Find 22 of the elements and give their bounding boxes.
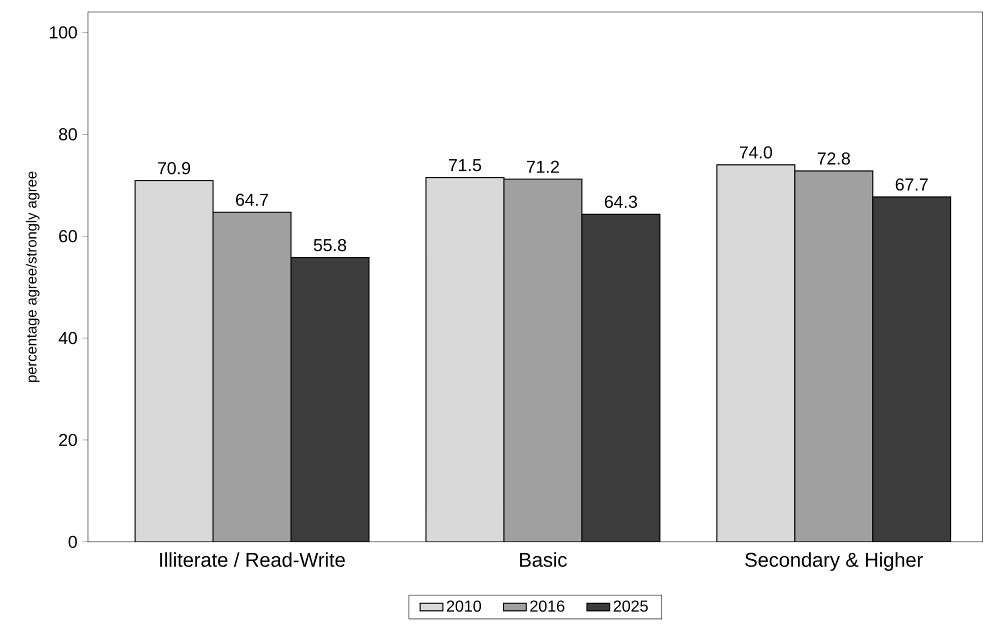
x-tick-label: Secondary & Higher xyxy=(745,552,923,571)
y-tick-label: 60 xyxy=(59,230,77,242)
legend-label: 2010 xyxy=(446,600,482,612)
data-label: 71.5 xyxy=(449,159,482,172)
legend-label: 2016 xyxy=(530,600,564,612)
x-tick-label: Basic xyxy=(520,552,567,568)
y-tick-label: 40 xyxy=(58,332,77,344)
data-label: 67.7 xyxy=(896,178,928,191)
data-label: 64.3 xyxy=(604,196,637,208)
data-label: 74.0 xyxy=(740,146,772,159)
y-tick-label: 20 xyxy=(59,434,77,446)
y-tick-label: 100 xyxy=(50,26,77,39)
data-label: 70.9 xyxy=(158,162,190,174)
data-label: 72.8 xyxy=(818,152,850,165)
y-tick-label: 80 xyxy=(59,128,77,140)
y-tick-label: 0 xyxy=(68,536,77,548)
legend-label: 2025 xyxy=(614,600,648,612)
x-tick-label: Illiterate / Read-Write xyxy=(160,552,345,568)
y-axis-title: percentage agree/strongly agree xyxy=(26,172,40,382)
data-label: 55.8 xyxy=(314,239,346,252)
data-label: 71.2 xyxy=(526,160,559,173)
data-label: 64.7 xyxy=(236,194,268,206)
